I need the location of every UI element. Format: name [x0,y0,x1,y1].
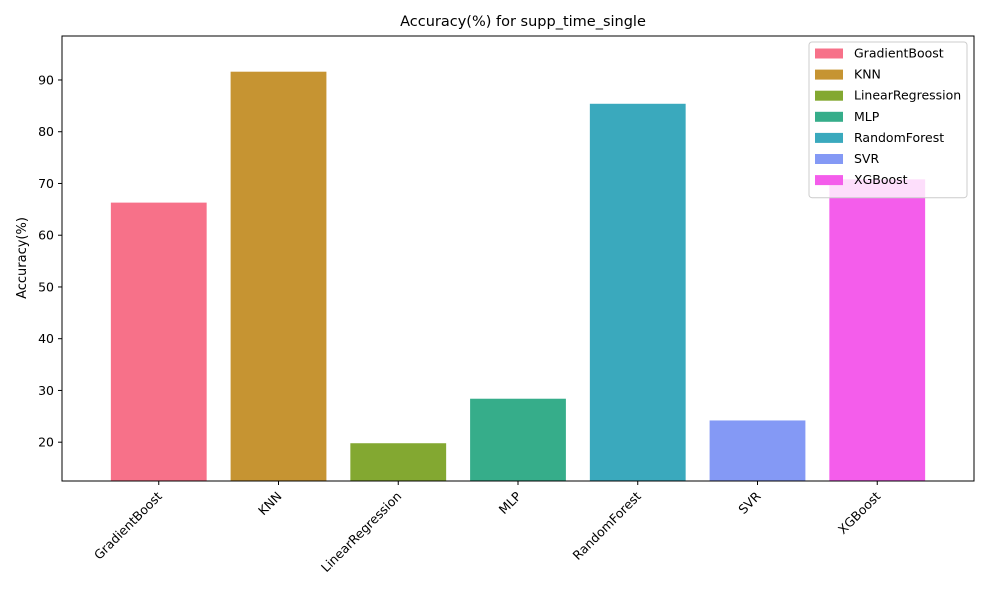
y-tick-label: 80 [38,124,54,139]
y-tick-label: 90 [38,72,54,87]
bar-xgboost [829,179,926,481]
x-tick-label-randomforest: RandomForest [570,488,644,562]
x-axis: GradientBoost KNN LinearRegression MLP Rando… [91,481,884,575]
bar-gradientboost [110,202,207,481]
bar-linearregression [350,443,447,481]
y-tick-label: 40 [38,331,54,346]
legend-swatch-gradientboost [815,48,843,59]
legend-swatch-svr [815,154,843,164]
bar-mlp [470,398,566,481]
x-tick-label-gradientboost: GradientBoost [91,488,165,562]
y-axis: 20 30 40 50 60 70 80 90 [38,72,62,450]
x-tick-label-linearregression: LinearRegression [318,489,404,575]
legend-label-knn: KNN [854,67,881,82]
legend: GradientBoost KNN LinearRegression MLP Rando… [808,41,968,199]
legend-label-linearregression: LinearRegression [854,88,961,103]
x-tick-label-mlp: MLP [496,488,525,517]
bars-layer [110,71,926,481]
y-tick-label: 50 [38,279,54,294]
bar-svr [709,420,806,481]
x-tick-label-xgboost: XGBoost [835,488,884,537]
legend-label-randomforest: RandomForest [854,130,944,145]
legend-label-mlp: MLP [854,109,880,124]
legend-swatch-mlp [815,111,843,122]
bar-randomforest [589,103,686,481]
legend-swatch-knn [815,69,843,80]
legend-swatch-randomforest [815,132,843,143]
bar-knn [230,71,327,481]
y-tick-label: 60 [38,228,54,243]
chart-title: Accuracy(%) for supp_time_single [400,14,646,30]
x-tick-label-knn: KNN [255,489,285,519]
y-tick-label: 20 [38,435,54,450]
legend-swatch-linearregression [815,90,843,101]
y-tick-label: 30 [38,383,54,398]
y-tick-label: 70 [38,176,54,191]
y-axis-label: Accuracy(%) [15,217,30,299]
legend-box [808,41,968,199]
legend-label-xgboost: XGBoost [854,172,908,187]
legend-label-svr: SVR [854,151,879,166]
x-tick-label-svr: SVR [735,488,764,517]
legend-swatch-xgboost [815,175,843,186]
legend-label-gradientboost: GradientBoost [854,46,944,61]
